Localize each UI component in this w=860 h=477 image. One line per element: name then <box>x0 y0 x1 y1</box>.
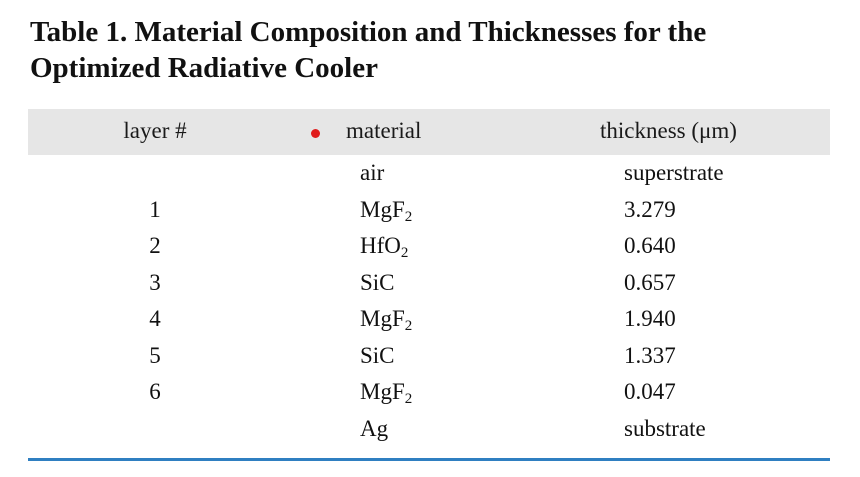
table-title: Table 1. Material Composition and Thickn… <box>30 14 830 86</box>
table-header: layer # material thickness (μm) <box>28 109 830 155</box>
cell-layer: 6 <box>149 379 161 404</box>
cell-layer <box>110 156 200 193</box>
material-formula: MgF <box>360 306 405 331</box>
cell-material: SiC <box>360 266 395 303</box>
table-row: 6 MgF2 0.047 <box>28 375 830 412</box>
cell-material: MgF2 <box>360 375 412 412</box>
table-row: 5 SiC 1.337 <box>28 339 830 376</box>
cell-material: MgF2 <box>360 193 412 230</box>
header-thickness: thickness (μm) <box>600 118 737 143</box>
cell-thickness: 3.279 <box>624 196 676 222</box>
cursor-marker-dot <box>311 129 320 138</box>
material-formula: SiC <box>360 269 395 295</box>
cell-material: MgF2 <box>360 302 412 339</box>
cell-thickness: 1.337 <box>624 342 676 368</box>
table-row: 2 HfO2 0.640 <box>28 229 830 266</box>
cell-layer: 5 <box>149 342 161 368</box>
table-bottom-rule <box>28 458 830 461</box>
cell-thickness: substrate <box>624 415 706 441</box>
table-body: air superstrate 1 MgF2 3.279 2 HfO2 0.64… <box>28 156 830 448</box>
cell-thickness: 0.047 <box>624 379 676 404</box>
table-row: 4 MgF2 1.940 <box>28 302 830 339</box>
cell-thickness: 1.940 <box>624 306 676 331</box>
table-row: Ag substrate <box>28 412 830 449</box>
material-subscript: 2 <box>404 318 413 334</box>
cell-material: air <box>360 156 384 193</box>
table-row: 3 SiC 0.657 <box>28 266 830 303</box>
cell-material: SiC <box>360 339 395 376</box>
table-row: 1 MgF2 3.279 <box>28 193 830 230</box>
cell-thickness: superstrate <box>624 160 724 185</box>
cell-layer: 3 <box>149 269 161 295</box>
cell-layer <box>110 412 200 449</box>
table-title-line-1: Table 1. Material Composition and Thickn… <box>30 16 707 48</box>
cell-thickness: 0.640 <box>624 233 676 258</box>
header-material: material <box>346 118 422 143</box>
material-formula: HfO <box>360 233 401 258</box>
material-formula: air <box>360 160 385 185</box>
cell-layer: 1 <box>149 196 161 222</box>
material-formula: MgF <box>360 379 405 404</box>
cell-layer: 2 <box>149 233 161 258</box>
cell-thickness: 0.657 <box>624 269 676 295</box>
cell-material: HfO2 <box>360 229 408 266</box>
material-subscript: 2 <box>404 391 413 407</box>
material-formula: Ag <box>360 415 389 441</box>
cell-material: Ag <box>360 412 388 449</box>
material-subscript: 2 <box>404 208 413 225</box>
table-row: air superstrate <box>28 156 830 193</box>
material-subscript: 2 <box>400 245 409 261</box>
material-formula: MgF <box>360 196 405 222</box>
cell-layer: 4 <box>149 306 161 331</box>
table-title-line-2: Optimized Radiative Cooler <box>30 52 378 84</box>
header-layer: layer # <box>123 118 187 143</box>
material-formula: SiC <box>360 342 395 368</box>
